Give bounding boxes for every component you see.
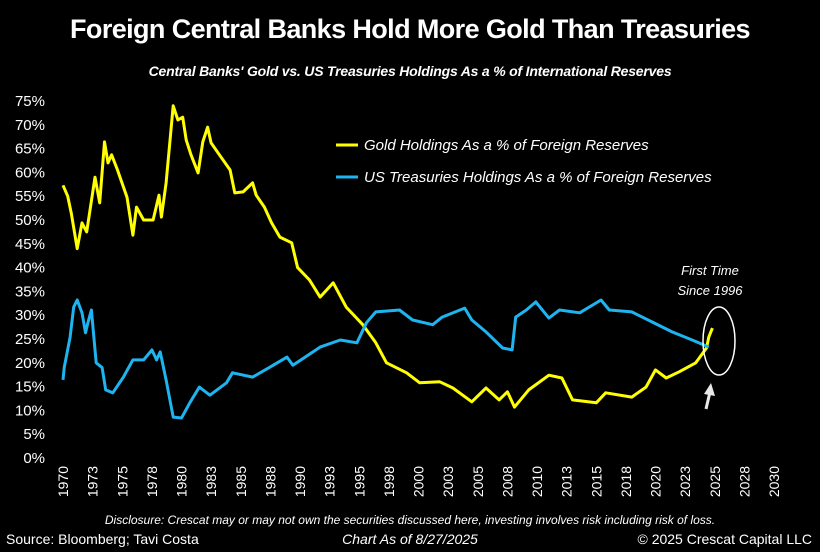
x-tick-label: 2030: [766, 466, 782, 497]
x-tick-label: 2008: [499, 466, 515, 497]
y-tick-label: 25%: [15, 331, 45, 348]
x-tick-label: 2028: [736, 466, 752, 497]
x-tick-label: 1980: [174, 466, 190, 497]
x-tick-label: 2018: [618, 466, 634, 497]
x-tick-label: 1985: [233, 466, 249, 497]
x-tick-label: 1990: [292, 466, 308, 497]
y-tick-label: 50%: [15, 212, 45, 229]
y-tick-label: 70%: [15, 117, 45, 134]
x-tick-label: 1995: [351, 466, 367, 497]
annotation-line-2: Since 1996: [677, 283, 743, 298]
y-tick-label: 0%: [23, 450, 45, 467]
copyright: © 2025 Crescat Capital LLC: [637, 531, 812, 547]
x-tick-label: 2003: [440, 466, 456, 497]
chart-as-of: Chart As of 8/27/2025: [342, 531, 478, 547]
y-tick-label: 35%: [15, 283, 45, 300]
x-tick-label: 1973: [85, 466, 101, 497]
arrow-up-icon: [704, 383, 715, 410]
x-tick-label: 2010: [529, 466, 545, 497]
x-tick-label: 2013: [559, 466, 575, 497]
disclosure: Disclosure: Crescat may or may not own t…: [104, 513, 716, 527]
y-tick-label: 45%: [15, 236, 45, 253]
series-line-treasuries: [61, 298, 710, 420]
x-tick-label: 2015: [588, 466, 604, 497]
y-tick-label: 55%: [15, 188, 45, 205]
legend-label-gold: Gold Holdings As a % of Foreign Reserves: [364, 137, 649, 154]
x-tick-label: 1983: [203, 466, 219, 497]
y-tick-label: 60%: [15, 164, 45, 181]
x-tick-label: 2000: [411, 466, 427, 497]
y-tick-label: 30%: [15, 307, 45, 324]
highlight-ellipse: [702, 306, 736, 376]
y-axis: 0% 5% 10% 15% 20% 25% 30% 35% 40% 45% 50% 55% 60% 65%…: [15, 93, 45, 467]
annotation-line-1: First Time: [681, 263, 739, 278]
x-tick-label: 2025: [707, 466, 723, 497]
annotation: First Time Since 1996: [677, 263, 743, 410]
x-tick-label: 2020: [648, 466, 664, 497]
x-tick-label: 1975: [114, 466, 130, 497]
legend: Gold Holdings As a % of Foreign Reserves…: [336, 137, 712, 186]
legend-label-treasuries: US Treasuries Holdings As a % of Foreign…: [364, 169, 712, 186]
x-tick-label: 1998: [381, 466, 397, 497]
x-tick-label: 1993: [322, 466, 338, 497]
x-tick-label: 2023: [677, 466, 693, 497]
chart-subtitle: Central Banks' Gold vs. US Treasuries Ho…: [148, 63, 672, 79]
y-tick-label: 75%: [15, 93, 45, 110]
chart-title: Foreign Central Banks Hold More Gold Tha…: [70, 14, 751, 44]
series-lines: [61, 104, 714, 420]
x-tick-label: 1988: [262, 466, 278, 497]
y-tick-label: 5%: [23, 426, 45, 443]
y-tick-label: 20%: [15, 355, 45, 372]
series-line-gold: [61, 104, 714, 409]
x-tick-label: 2005: [470, 466, 486, 497]
source: Source: Bloomberg; Tavi Costa: [6, 531, 199, 547]
y-tick-label: 40%: [15, 260, 45, 277]
y-tick-label: 65%: [15, 141, 45, 158]
x-tick-label: 1978: [144, 466, 160, 497]
y-tick-label: 15%: [15, 379, 45, 396]
x-tick-label: 1970: [55, 466, 71, 497]
x-axis: 1970 1973 1975 1978 1980 1983 1985 1988 1990 1993…: [55, 466, 782, 497]
y-tick-label: 10%: [15, 402, 45, 419]
